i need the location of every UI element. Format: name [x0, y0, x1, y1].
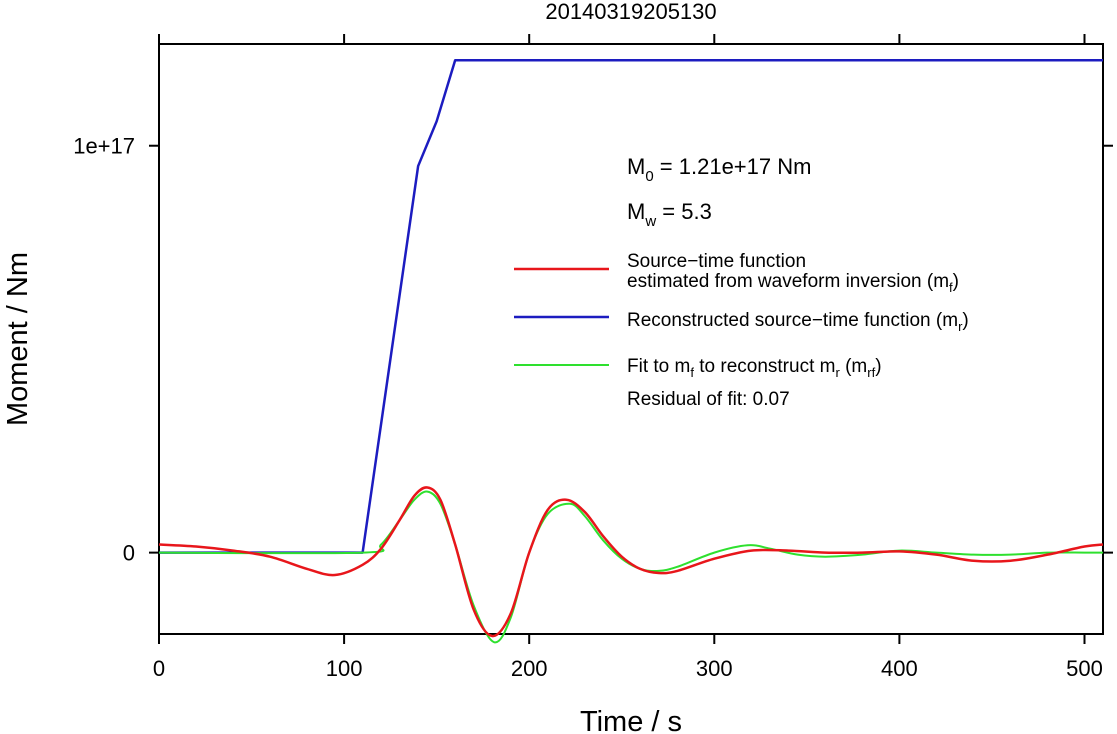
- x-tick-label: 400: [881, 656, 918, 681]
- series-line-fit: [158, 490, 1103, 644]
- legend-blue-sub: r: [958, 319, 963, 334]
- mw-symbol: M: [627, 199, 645, 224]
- y-tick-label: 0: [123, 541, 135, 566]
- y-axis-title: Moment / Nm: [2, 252, 34, 426]
- legend-green-text1: Fit to m: [627, 356, 690, 377]
- m0-symbol: M: [627, 154, 645, 179]
- legend-green-text2: to reconstruct m: [694, 356, 836, 377]
- m0-annotation: M0 = 1.21e+17 Nm: [627, 154, 811, 185]
- series-line-reconstructed: [159, 59, 1103, 554]
- legend-label-red-line1: Source−time function: [627, 251, 806, 272]
- mw-value: = 5.3: [656, 199, 712, 224]
- legend-blue-close: ): [962, 310, 968, 331]
- x-tick-label: 300: [696, 656, 733, 681]
- legend-green-sub1: f: [690, 365, 694, 380]
- x-tick-label: 500: [1066, 656, 1103, 681]
- chart-title: 20140319205130: [545, 0, 716, 24]
- series-line-estimated: [158, 486, 1104, 638]
- y-tick-label: 1e+17: [73, 134, 135, 159]
- x-tick-label: 0: [153, 656, 165, 681]
- plot-frame: [158, 43, 1104, 635]
- legend-green-text3: (m: [840, 356, 867, 377]
- mw-annotation: Mw = 5.3: [627, 199, 712, 230]
- legend-red-line2-text: estimated from waveform inversion (m: [627, 271, 949, 292]
- x-tick-label: 100: [326, 656, 363, 681]
- legend-red-close: ): [953, 271, 959, 292]
- legend-label-red-line2: estimated from waveform inversion (mf): [627, 271, 959, 295]
- legend-green-close: ): [875, 356, 881, 377]
- m0-subscript: 0: [645, 168, 653, 185]
- legend-red-sub: f: [949, 280, 953, 295]
- legend-label-blue: Reconstructed source−time function (mr): [627, 310, 969, 334]
- residual-annotation: Residual of fit: 0.07: [627, 389, 790, 410]
- y-axis-ticks: 0 1e+17: [73, 134, 1113, 566]
- legend-green-sub2: r: [835, 365, 840, 380]
- x-axis-title: Time / s: [580, 706, 682, 734]
- legend-green-sub3: rf: [867, 365, 875, 380]
- legend: Source−time function estimated from wave…: [514, 251, 969, 410]
- legend-label-green: Fit to mf to reconstruct mr (mrf): [627, 356, 882, 380]
- series-layer: [158, 59, 1104, 644]
- legend-blue-text: Reconstructed source−time function (m: [627, 310, 958, 331]
- mw-subscript: w: [644, 213, 656, 230]
- m0-value: = 1.21e+17 Nm: [654, 154, 812, 179]
- x-axis-ticks: 0 100 200 300 400 500: [153, 34, 1103, 681]
- x-tick-label: 200: [511, 656, 548, 681]
